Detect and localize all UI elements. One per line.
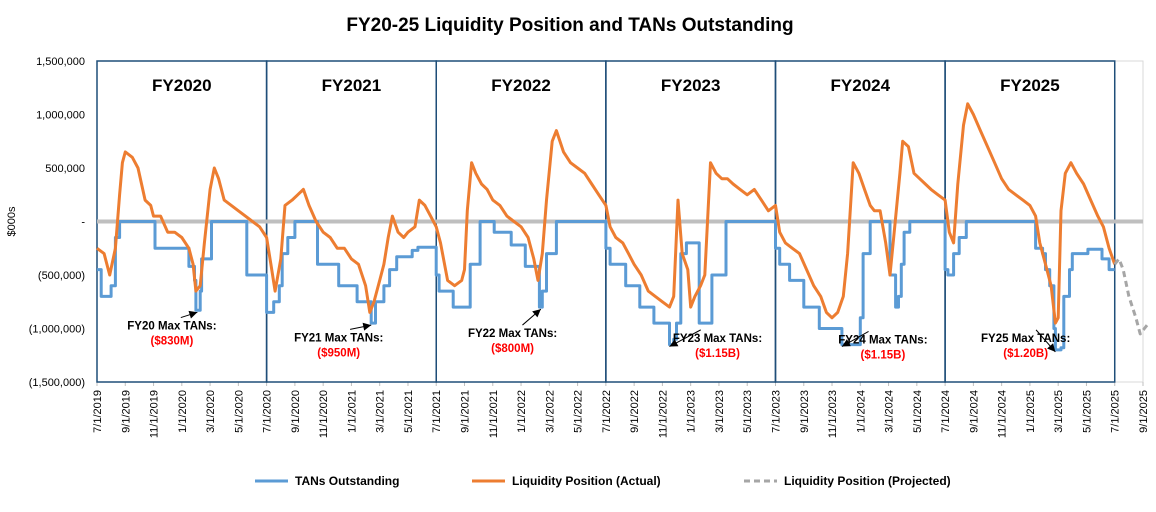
y-tick-label: 1,000,000 [36, 110, 85, 122]
x-tick-label: 5/1/2021 [403, 390, 415, 433]
annotation-value: ($1.15B) [695, 348, 740, 360]
x-tick-label: 1/1/2021 [346, 390, 358, 433]
x-tick-label: 11/1/2022 [657, 390, 669, 438]
y-axis-title: $000s [6, 206, 18, 236]
x-tick-label: 9/1/2021 [460, 390, 472, 433]
legend-label: Liquidity Position (Actual) [512, 474, 661, 488]
x-tick-label: 1/1/2023 [686, 390, 698, 433]
series-line [96, 102, 1117, 325]
x-tick-label: 1/1/2024 [855, 390, 867, 433]
x-tick-label: 1/1/2022 [516, 390, 528, 433]
y-tick-label: (1,000,000) [29, 324, 85, 336]
y-tick-label: (500,000) [38, 270, 85, 282]
x-tick-label: 9/1/2025 [1138, 390, 1150, 433]
x-tick-label: 9/1/2022 [629, 390, 641, 433]
x-tick-label: 3/1/2024 [884, 390, 896, 433]
annotation-arrowhead [362, 322, 372, 331]
x-tick-label: 5/1/2024 [912, 390, 924, 433]
x-tick-label: 5/1/2022 [573, 390, 585, 433]
x-tick-label: 7/1/2022 [601, 390, 613, 433]
series-line [97, 220, 1115, 352]
x-tick-label: 5/1/2020 [233, 390, 245, 433]
x-tick-label: 3/1/2023 [714, 390, 726, 433]
x-tick-label: 7/1/2023 [770, 390, 782, 433]
x-tick-label: 11/1/2020 [318, 390, 330, 438]
annotation-arrowhead [1047, 343, 1056, 352]
y-tick-label: 1,500,000 [36, 56, 85, 68]
annotation-label: FY22 Max TANs: [468, 328, 557, 340]
fiscal-year-label: FY2022 [491, 76, 551, 95]
annotation-arrowhead [841, 339, 851, 347]
x-tick-label: 11/1/2019 [149, 390, 161, 438]
series-line [1113, 257, 1150, 336]
x-tick-label: 7/1/2019 [92, 390, 104, 433]
x-tick-label: 1/1/2020 [177, 390, 189, 433]
x-tick-label: 9/1/2024 [968, 390, 980, 433]
annotation-label: FY25 Max TANs: [981, 333, 1070, 345]
legend-label: Liquidity Position (Projected) [784, 474, 951, 488]
annotation-value: ($1.15B) [861, 349, 906, 361]
annotation-value: ($1.20B) [1003, 348, 1048, 360]
x-tick-label: 11/1/2021 [488, 390, 500, 438]
fiscal-year-label: FY2021 [322, 76, 382, 95]
x-tick-label: 1/1/2025 [1025, 390, 1037, 433]
fiscal-year-label: FY2024 [831, 76, 891, 95]
x-tick-label: 3/1/2021 [375, 390, 387, 433]
y-tick-label: - [81, 217, 85, 229]
legend-label: TANs Outstanding [295, 474, 399, 488]
x-tick-label: 5/1/2025 [1081, 390, 1093, 433]
annotation-arrowhead [188, 310, 198, 319]
x-tick-label: 7/1/2024 [940, 390, 952, 433]
plot-area: 1,500,000 1,000,000 500,000 - (500,000) (1,00… [6, 56, 1150, 488]
x-tick-label: 7/1/2025 [1110, 390, 1122, 433]
fiscal-year-label: FY2020 [152, 76, 212, 95]
chart-title: FY20-25 Liquidity Position and TANs Outs… [346, 15, 793, 36]
annotation-value: ($800M) [491, 343, 534, 355]
annotation-value: ($830M) [151, 336, 194, 348]
x-tick-label: 9/1/2023 [799, 390, 811, 433]
annotation-label: FY21 Max TANs: [294, 332, 383, 344]
annotation-label: FY20 Max TANs: [127, 321, 216, 333]
fiscal-year-label: FY2025 [1000, 76, 1060, 95]
y-tick-label: (1,500,000) [29, 377, 85, 389]
annotation-label: FY23 Max TANs: [673, 333, 762, 345]
annotation-arrowhead [532, 309, 541, 318]
x-tick-label: 7/1/2021 [431, 390, 443, 433]
x-tick-label: 11/1/2023 [827, 390, 839, 438]
annotation-arrowhead [669, 339, 679, 347]
x-tick-label: 5/1/2023 [742, 390, 754, 433]
annotation-value: ($950M) [317, 347, 360, 359]
x-tick-label: 9/1/2020 [290, 390, 302, 433]
x-tick-label: 9/1/2019 [120, 390, 132, 433]
x-tick-label: 11/1/2024 [997, 390, 1009, 438]
x-tick-label: 3/1/2020 [205, 390, 217, 433]
x-tick-label: 3/1/2025 [1053, 390, 1065, 433]
y-tick-label: 500,000 [45, 163, 85, 175]
x-tick-label: 3/1/2022 [544, 390, 556, 433]
x-tick-label: 7/1/2020 [262, 390, 274, 433]
annotation-label: FY24 Max TANs: [838, 334, 927, 346]
fiscal-year-label: FY2023 [661, 76, 721, 95]
